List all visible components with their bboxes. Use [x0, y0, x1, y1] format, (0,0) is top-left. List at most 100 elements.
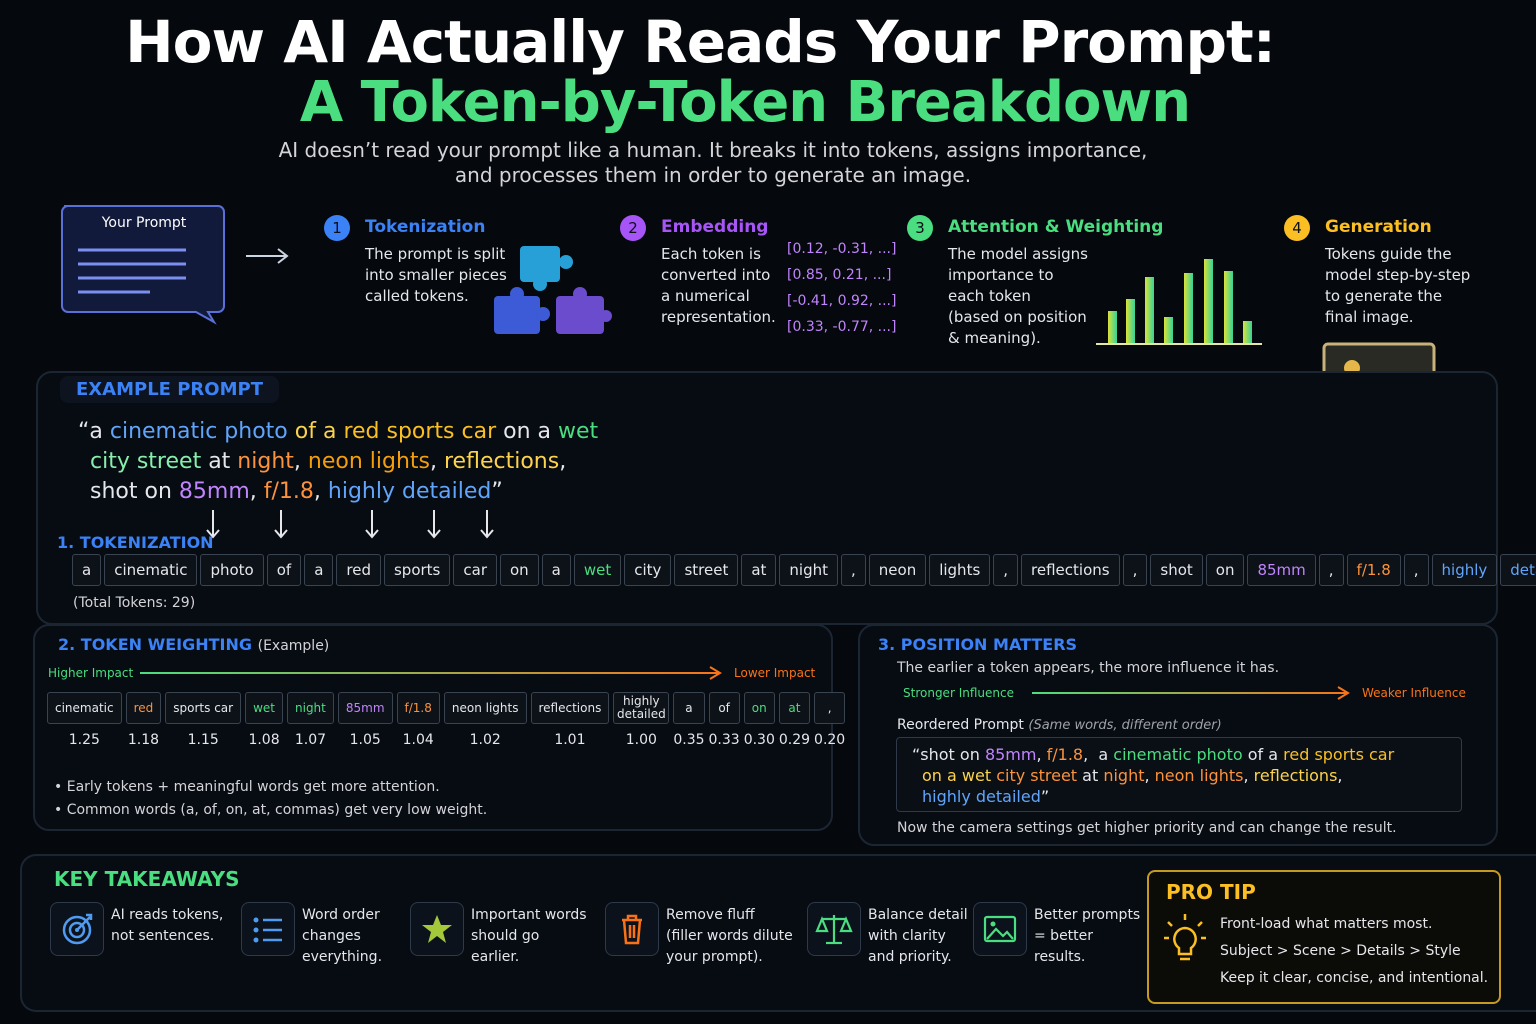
weight-item: at 0.29: [778, 692, 811, 748]
subtitle: and processes them in order to generate …: [454, 163, 972, 187]
weight-item: reflections 1.01: [530, 692, 610, 748]
icon: [62, 913, 93, 945]
weight-item: night 1.07: [287, 692, 334, 748]
takeaway-icon: [973, 902, 1027, 956]
takeaway-line: not sentences.: [111, 928, 215, 944]
position-text: The earlier a token appears, the more in…: [897, 660, 1280, 676]
step-title: Embedding: [661, 217, 769, 237]
prompt-segment: neon lights: [1154, 766, 1244, 785]
step-text: (based on position: [948, 308, 1087, 326]
weight-value: 1.05: [349, 732, 381, 748]
pro-tip-line: Front-load what matters most.: [1220, 916, 1433, 932]
example-label: EXAMPLE PROMPT: [60, 376, 279, 403]
weight-item: a 0.35: [673, 692, 705, 748]
step-text: Tokens guide the: [1325, 245, 1452, 263]
token: photo: [200, 554, 264, 586]
scale-arrow: [140, 666, 722, 680]
prompt-segment: ,: [249, 479, 264, 504]
section-title: 1. TOKENIZATION: [57, 533, 214, 552]
prompt-segment: night: [1103, 766, 1145, 785]
bullet: • Early tokens + meaningful words get mo…: [54, 779, 440, 795]
icon: [622, 914, 642, 945]
prompt-segment: f/1.8: [263, 479, 314, 504]
takeaway-icon: [410, 902, 464, 956]
weight-value: 1.02: [469, 732, 501, 748]
weight-item: highly detailed 1.00: [613, 692, 670, 748]
weight-item: , 0.20: [814, 692, 846, 748]
weight-value: 0.29: [778, 732, 811, 748]
token: city: [624, 554, 672, 586]
weight-token: highly detailed: [613, 692, 670, 724]
prompt-segment: night: [237, 449, 294, 474]
weight-token: neon lights: [443, 692, 527, 724]
token: ,: [841, 554, 866, 586]
takeaway-line: should go: [471, 928, 540, 944]
token: car: [453, 554, 497, 586]
token: street: [674, 554, 739, 586]
weight-value: 1.18: [127, 732, 160, 748]
token: 85mm: [1247, 554, 1316, 586]
weight-token: f/1.8: [396, 692, 440, 724]
weight-value: 0.30: [743, 732, 775, 748]
token: detailed: [1500, 554, 1536, 586]
token: ,: [993, 554, 1019, 586]
prompt-segment: cinematic photo: [1113, 745, 1243, 764]
prompt-segment: ,: [293, 449, 308, 474]
section-title: 2. TOKEN WEIGHTING (Example): [58, 635, 329, 654]
prompt-segment: “a: [78, 419, 110, 444]
step-title: Generation: [1325, 217, 1432, 237]
takeaway-text: AI reads tokens, not sentences.: [111, 905, 223, 947]
token: sports: [383, 554, 451, 586]
prompt-segment: wet: [558, 419, 599, 444]
step-text: representation.: [661, 308, 776, 326]
token: a: [304, 554, 334, 586]
title: How AI Actually Reads Your Prompt:: [125, 8, 1276, 76]
prompt-segment: on a: [496, 419, 559, 444]
token: reflections: [1021, 554, 1120, 586]
token: neon: [868, 554, 927, 586]
prompt-segment: ,: [313, 479, 328, 504]
token: a: [541, 554, 571, 586]
weight-token: on: [743, 692, 775, 724]
weight-item: cinematic 1.25: [47, 692, 122, 748]
reordered-note: (Same words, different order): [1028, 718, 1222, 733]
takeaway-line: Remove fluff: [666, 907, 755, 923]
reordered-prompt: “shot on 85mm, f/1.8, a cinematic photo …: [912, 744, 1394, 807]
takeaway-line: results.: [1034, 949, 1086, 965]
prompt-line: on a wet city street at night, neon ligh…: [912, 765, 1394, 786]
step-text: called tokens.: [365, 287, 469, 305]
token: red: [336, 554, 381, 586]
weight-value: 0.33: [708, 732, 740, 748]
icon: [422, 915, 452, 943]
prompt-segment: highly detailed: [922, 787, 1041, 806]
position-footer: Now the camera settings get higher prior…: [897, 820, 1397, 836]
prompt-segment: ”: [491, 479, 503, 504]
weight-value: 1.04: [402, 732, 434, 748]
weight-item: wet 1.08: [245, 692, 283, 748]
takeaway-text: Better prompts = better results.: [1034, 905, 1140, 968]
prompt-segment: at: [201, 449, 238, 474]
prompt-line: “shot on 85mm, f/1.8, a cinematic photo …: [912, 744, 1394, 765]
weight-item: neon lights 1.02: [443, 692, 527, 748]
weight-value: 0.20: [814, 732, 846, 748]
bulb-icon: [1164, 914, 1206, 961]
prompt-segment: on a wet: [922, 766, 997, 785]
token: at: [741, 554, 777, 586]
subtitle: AI doesn’t read your prompt like a human…: [278, 138, 1148, 162]
weight-value: 1.07: [294, 732, 327, 748]
weight-token: ,: [814, 692, 846, 724]
reordered-box: [896, 737, 1462, 812]
takeaway-text: Remove fluff (filler words dilute your pro…: [666, 905, 793, 968]
token: cinematic: [104, 554, 198, 586]
pro-tip-text: Front-load what matters most. Subject > S…: [1220, 911, 1488, 992]
weight-value: 1.25: [68, 732, 100, 748]
prompt-segment: city street: [90, 449, 202, 474]
prompt-segment: red sports car: [1283, 745, 1395, 764]
token-row: a cinematic photo of a red sports car on a wet city…: [72, 554, 1536, 586]
takeaway-icon: [241, 902, 295, 956]
takeaway-line: Word order: [302, 907, 380, 923]
weight-value: 0.35: [673, 732, 705, 748]
prompt-segment: ,: [430, 449, 444, 474]
takeaway-line: Important words: [471, 907, 587, 923]
step-text: model step-by-step: [1325, 266, 1471, 284]
